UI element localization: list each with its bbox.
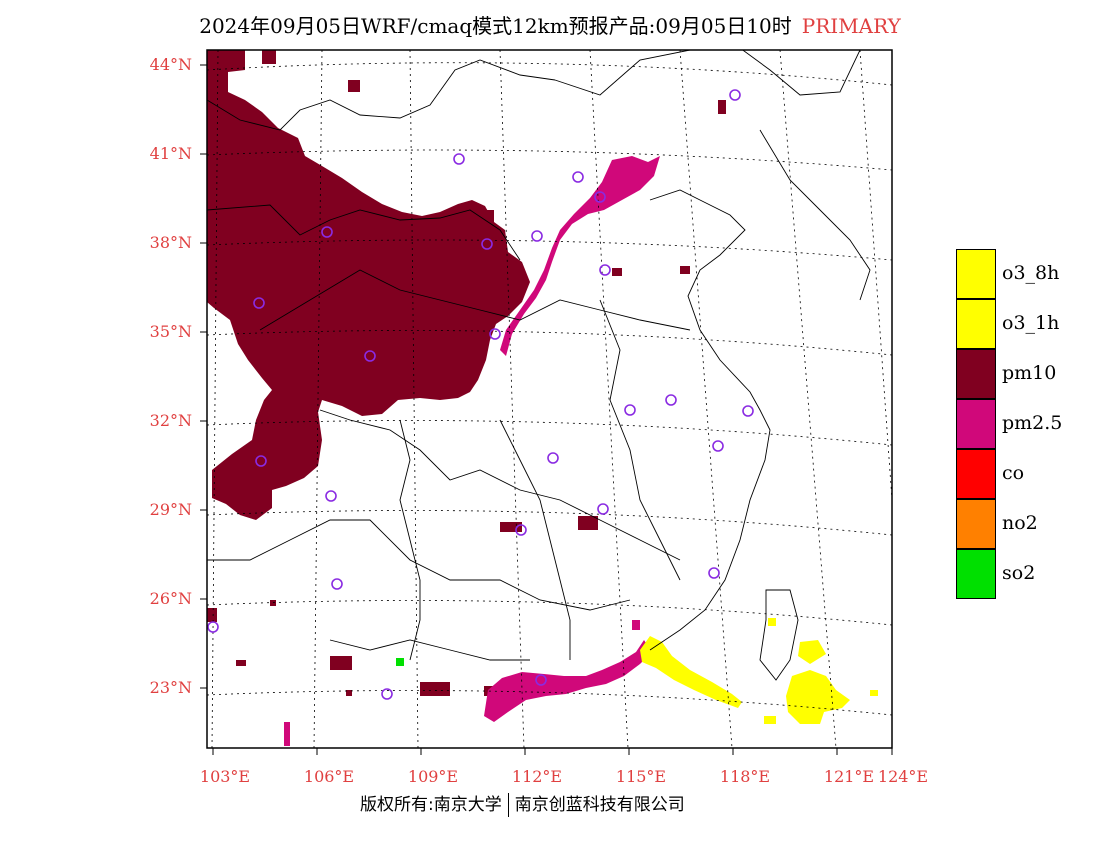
station-marker (708, 567, 720, 579)
station-marker (547, 452, 559, 464)
legend-swatch (956, 399, 996, 449)
graticule (207, 50, 892, 748)
lon-label: 109°E (408, 767, 458, 786)
copyright-right: 南京创蓝科技有限公司 (514, 795, 685, 815)
station-marker (665, 394, 677, 406)
station-marker (381, 688, 393, 700)
station-marker (742, 405, 754, 417)
lon-label: 112°E (512, 767, 562, 786)
pm25-region-north (500, 156, 660, 356)
station-marker (207, 621, 219, 633)
station-marker (481, 238, 493, 250)
legend-item-o3-1h: o3_1h (956, 299, 1096, 349)
station-marker (321, 226, 333, 238)
station-marker (712, 440, 724, 452)
lat-label: 29°N (150, 500, 192, 519)
lon-label: 121°E (824, 767, 874, 786)
map-title: 2024年09月05日WRF/cmaq模式12km预报产品:09月05日10时 P… (0, 10, 1100, 39)
legend-label: co (1002, 462, 1025, 484)
title-text: 2024年09月05日WRF/cmaq模式12km预报产品:09月05日10时 (199, 14, 792, 38)
legend-item-no2: no2 (956, 499, 1096, 549)
o3-region (640, 636, 742, 708)
latitude-labels: 44°N 41°N 38°N 35°N 32°N 29°N 26°N 23°N (150, 55, 192, 697)
pm25-region-south (484, 640, 652, 722)
station-marker (572, 171, 584, 183)
legend-label: no2 (1002, 512, 1038, 534)
lat-label: 32°N (150, 411, 192, 430)
legend-label: pm10 (1002, 362, 1057, 384)
station-marker (453, 153, 465, 165)
legend-swatch (956, 449, 996, 499)
station-marker (515, 524, 527, 536)
lon-label: 103°E (200, 767, 250, 786)
legend-swatch (956, 249, 996, 299)
lon-label: 106°E (304, 767, 354, 786)
station-marker (253, 297, 265, 309)
map-frame (206, 49, 893, 749)
lat-label: 23°N (150, 678, 192, 697)
station-marker (331, 578, 343, 590)
legend-swatch (956, 549, 996, 599)
station-marker (489, 328, 501, 340)
legend-swatch (956, 299, 996, 349)
pm10-region (207, 50, 530, 520)
lon-label: 124°E (878, 767, 928, 786)
legend-swatch (956, 499, 996, 549)
legend-item-pm10: pm10 (956, 349, 1096, 399)
pollutant-legend: o3_8h o3_1h pm10 pm2.5 co no2 so2 (956, 249, 1096, 599)
legend-label: pm2.5 (1002, 412, 1063, 434)
station-marker (535, 674, 547, 686)
lon-label: 115°E (616, 767, 666, 786)
lat-label: 41°N (150, 144, 192, 163)
station-markers (207, 89, 754, 700)
station-marker (599, 264, 611, 276)
legend-item-o3-8h: o3_8h (956, 249, 1096, 299)
station-marker (325, 490, 337, 502)
so2-spot (396, 658, 404, 666)
longitude-labels: 103°E 106°E 109°E 112°E 115°E 118°E 121°… (200, 767, 928, 786)
legend-item-co: co (956, 449, 1096, 499)
lat-label: 35°N (150, 322, 192, 341)
station-marker (531, 230, 543, 242)
primary-tag: PRIMARY (801, 14, 901, 38)
station-marker (594, 191, 606, 203)
lat-label: 38°N (150, 233, 192, 252)
copyright-left: 版权所有:南京大学 (360, 795, 502, 815)
legend-swatch (956, 349, 996, 399)
lat-label: 26°N (150, 589, 192, 608)
station-marker (624, 404, 636, 416)
legend-label: o3_8h (1002, 262, 1060, 284)
axis-ticks (200, 64, 893, 755)
station-marker (255, 455, 267, 467)
legend-item-so2: so2 (956, 549, 1096, 599)
copyright-footer: 版权所有:南京大学 南京创蓝科技有限公司 (360, 790, 685, 817)
o3-region-east (786, 670, 850, 724)
lon-label: 118°E (720, 767, 770, 786)
footer-divider (507, 793, 509, 817)
lat-label: 44°N (150, 55, 192, 74)
legend-label: o3_1h (1002, 312, 1060, 334)
legend-label: so2 (1002, 562, 1036, 584)
station-marker (729, 89, 741, 101)
station-marker (364, 350, 376, 362)
station-marker (597, 503, 609, 515)
legend-item-pm25: pm2.5 (956, 399, 1096, 449)
boundaries (207, 50, 871, 681)
